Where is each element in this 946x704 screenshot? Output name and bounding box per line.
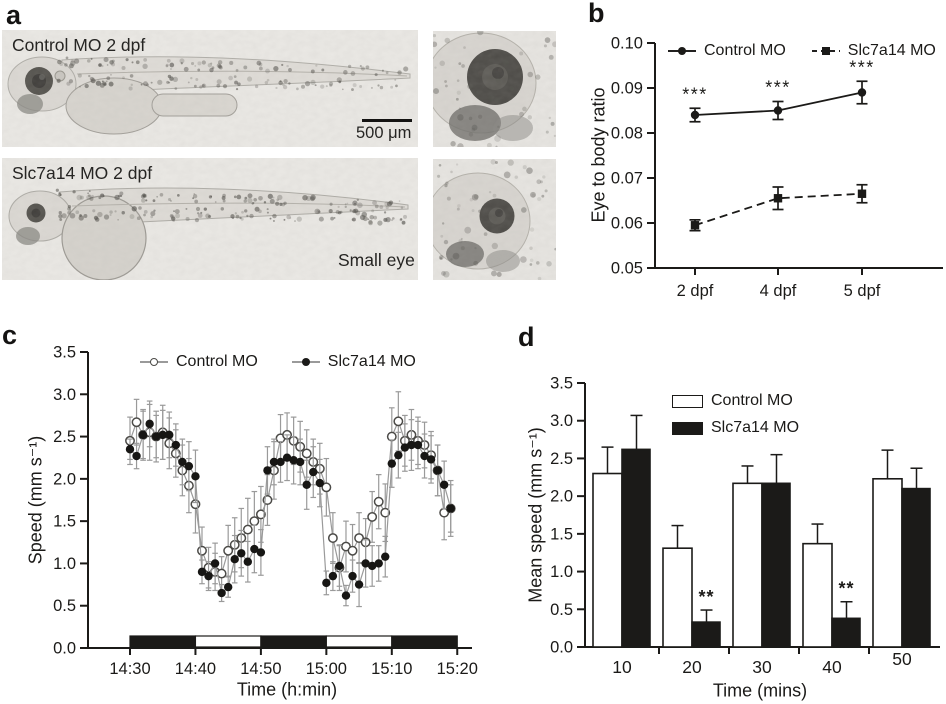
svg-text:**: ** [698,587,714,607]
filled-circle-solid-line-marker-icon [668,47,696,55]
panel-d-x-axis-title: Time (mins) [712,680,808,701]
legend-label: Slc7a14 MO [327,353,416,370]
panel-d-chart: 0.0 0.5 1.0 1.5 2.0 2.5 3.0 3.5 10 20 30 40 50 ** ** [550,375,940,677]
panel-c-x-axis-title: Time (h:min) [236,679,338,700]
panel-c-chart: 0.0 0.5 1.0 1.5 2.0 2.5 3.0 3.5 14:30 14:40 14:50 1… [53,344,478,679]
filled-circle-line-marker-icon [291,358,320,366]
black-bar-swatch-icon [672,421,703,435]
svg-text:10: 10 [612,657,632,677]
svg-text:0.05: 0.05 [611,260,643,278]
legend-item-control-mo: Control MO [668,42,786,60]
svg-text:0.5: 0.5 [53,597,76,615]
legend-item-slc7a14-mo: Slc7a14 MO [672,419,799,437]
svg-text:5 dpf: 5 dpf [844,282,881,300]
svg-text:14:40: 14:40 [175,660,216,678]
svg-text:0.08: 0.08 [611,125,643,143]
svg-text:4 dpf: 4 dpf [760,282,797,300]
slc7a14-embryo-image [2,158,418,280]
svg-text:15:00: 15:00 [306,660,347,678]
svg-text:1.5: 1.5 [53,513,76,531]
legend-item-control-mo: Control MO [672,392,793,410]
svg-text:2 dpf: 2 dpf [677,282,714,300]
legend-item-slc7a14-mo: Slc7a14 MO [291,353,416,371]
panel-b-chart: 0.05 0.06 0.07 0.08 0.09 0.10 2 dpf 4 dpf 5 dpf *… [611,35,943,300]
panel-a-label: a [6,0,22,30]
panel-d-label: d [518,322,535,352]
svg-text:0.10: 0.10 [611,35,643,53]
svg-text:0.0: 0.0 [550,639,573,657]
scale-bar [362,119,412,122]
svg-text:***: *** [765,78,791,98]
slc7a14-image-caption: Slc7a14 MO 2 dpf [12,163,153,183]
svg-text:0.5: 0.5 [550,601,573,619]
svg-text:15:10: 15:10 [371,660,412,678]
svg-text:***: *** [682,84,708,104]
panel-c-legend: Control MO Slc7a14 MO [140,353,416,371]
svg-text:20: 20 [682,657,702,677]
panel-b-legend: Control MO Slc7a14 MO [668,42,936,60]
svg-text:2.0: 2.0 [53,470,76,488]
legend-item-control-mo: Control MO [140,353,258,371]
svg-text:30: 30 [752,657,772,677]
control-image-caption: Control MO 2 dpf [12,35,146,55]
panel-d-legend: Control MO Slc7a14 MO [672,392,799,437]
svg-text:0.09: 0.09 [611,80,643,98]
scale-bar-label: 500 μm [356,124,412,142]
panel-b-y-axis-title: Eye to body ratio [588,87,609,223]
svg-text:2.5: 2.5 [550,450,573,468]
legend-label: Control MO [711,392,793,409]
svg-text:0.07: 0.07 [611,170,643,188]
svg-text:14:50: 14:50 [240,660,281,678]
svg-text:0.0: 0.0 [53,640,76,658]
panel-b-label: b [588,0,605,28]
svg-text:3.5: 3.5 [53,344,76,362]
panel-d-y-axis-title: Mean speed (mm s⁻¹) [525,427,546,603]
control-embryo-image [2,30,418,147]
svg-text:1.0: 1.0 [53,555,76,573]
legend-item-slc7a14-mo: Slc7a14 MO [811,42,936,60]
white-bar-swatch-icon [672,394,703,408]
svg-text:1.0: 1.0 [550,563,573,581]
svg-text:50: 50 [892,649,912,669]
legend-label: Control MO [704,42,786,59]
panel-c-label: c [2,320,18,350]
svg-text:15:20: 15:20 [437,660,478,678]
legend-label: Control MO [176,353,258,370]
legend-label: Slc7a14 MO [711,419,800,436]
svg-text:1.5: 1.5 [550,525,573,543]
slc7a14-head-closeup-image [433,159,556,280]
svg-text:40: 40 [822,657,842,677]
svg-text:2.5: 2.5 [53,428,76,446]
small-eye-annotation: Small eye [338,250,415,270]
filled-square-dashed-line-marker-icon [811,47,840,55]
svg-text:3.0: 3.0 [550,412,573,430]
svg-text:3.0: 3.0 [53,386,76,404]
svg-text:2.0: 2.0 [550,488,573,506]
panel-c-y-axis-title: Speed (mm s⁻¹) [25,435,46,565]
legend-label: Slc7a14 MO [847,42,936,59]
svg-text:**: ** [838,579,854,599]
svg-text:14:30: 14:30 [109,660,150,678]
open-circle-line-marker-icon [140,358,168,366]
svg-text:0.06: 0.06 [611,215,643,233]
svg-text:3.5: 3.5 [550,375,573,393]
control-head-closeup-image [433,31,556,147]
svg-text:***: *** [849,57,875,77]
